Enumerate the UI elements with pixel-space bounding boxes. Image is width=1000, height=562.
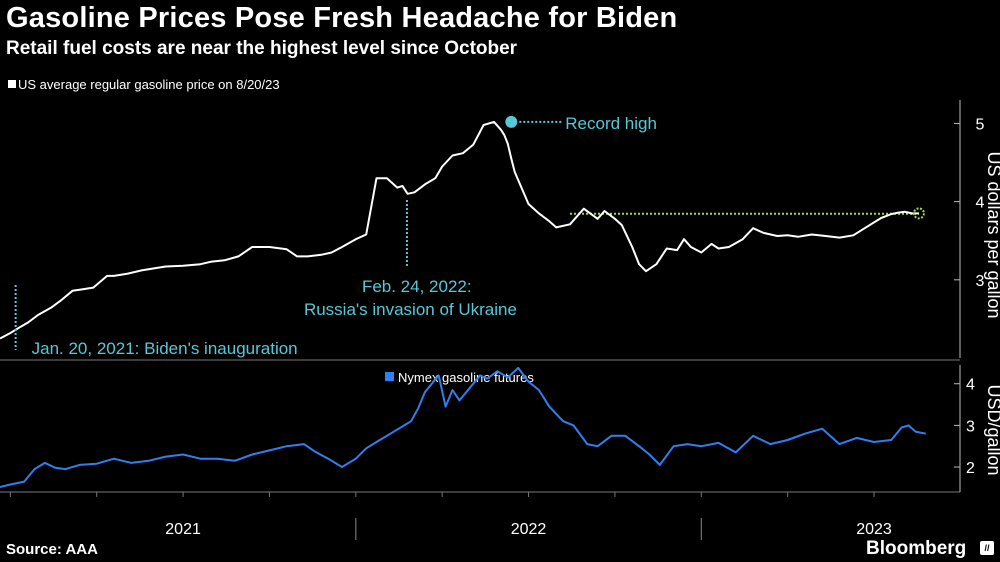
- y-tick-label-bottom: 4: [966, 377, 975, 394]
- record-high-label: Record high: [565, 114, 657, 133]
- x-tick-label: 2023: [856, 521, 892, 538]
- bloomberg-mark-icon: //: [980, 541, 994, 555]
- source-note: Source: AAA: [6, 541, 98, 558]
- record-high-marker: [505, 115, 518, 128]
- retail-price-line: [0, 120, 919, 340]
- x-tick-label: 2022: [511, 521, 547, 538]
- futures-price-line: [0, 366, 926, 488]
- x-tick-label: 2021: [165, 521, 201, 538]
- y-axis-label-top: US dollars per gallon: [984, 151, 1000, 318]
- y-tick-label-bottom: 3: [966, 418, 975, 435]
- legend-swatch-futures: [385, 372, 394, 381]
- invasion-label-event: Russia's invasion of Ukraine: [304, 300, 517, 319]
- bloomberg-logo: Bloomberg: [866, 538, 967, 559]
- y-tick-label-bottom: 2: [966, 460, 975, 477]
- current-value-marker: [912, 207, 925, 220]
- legend-swatch-retail: [8, 80, 16, 88]
- y-tick-label-top: 5: [976, 116, 985, 133]
- invasion-label-date: Feb. 24, 2022:: [362, 277, 472, 296]
- y-axis-label-bottom: USD/gallon: [984, 384, 1000, 475]
- legend-label-retail: US average regular gasoline price on 8/2…: [18, 77, 280, 92]
- chart-title: Gasoline Prices Pose Fresh Headache for …: [6, 2, 678, 34]
- y-tick-label-top: 4: [976, 195, 985, 212]
- y-tick-label-top: 3: [976, 273, 985, 290]
- inauguration-label: Jan. 20, 2021: Biden's inauguration: [32, 339, 298, 358]
- chart-subtitle: Retail fuel costs are near the highest l…: [6, 38, 518, 59]
